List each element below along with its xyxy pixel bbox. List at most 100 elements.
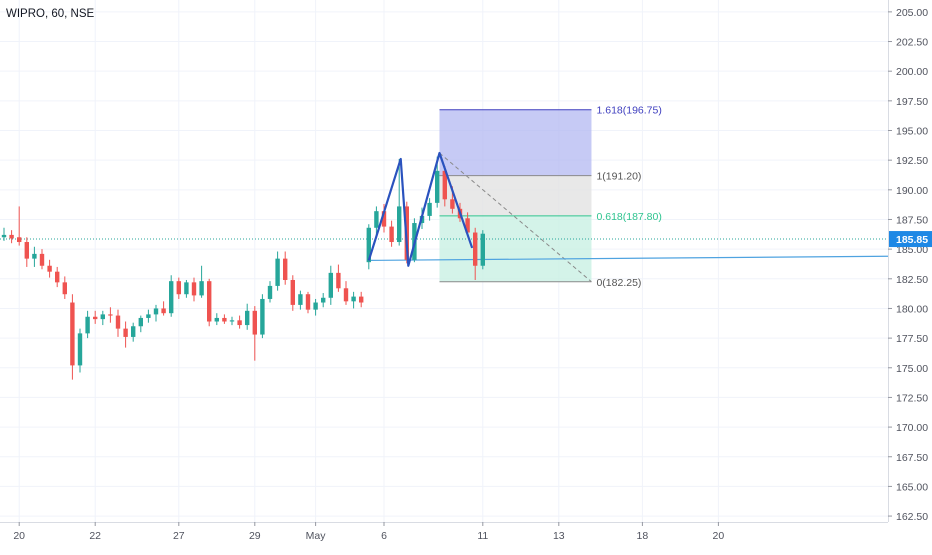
candle-body[interactable] bbox=[283, 258, 288, 280]
fib-level-label: 1(191.20) bbox=[596, 171, 641, 183]
candle-body[interactable] bbox=[199, 281, 204, 296]
candle-body[interactable] bbox=[176, 281, 181, 295]
candle-body[interactable] bbox=[229, 320, 235, 322]
candle-body[interactable] bbox=[381, 211, 387, 227]
price-axis-label: 165.00 bbox=[896, 481, 928, 493]
time-axis-label: 27 bbox=[173, 530, 185, 542]
candle-body[interactable] bbox=[450, 199, 455, 209]
time-axis-label: May bbox=[306, 530, 327, 542]
candle-body[interactable] bbox=[366, 227, 371, 263]
candle-body[interactable] bbox=[328, 272, 333, 298]
price-axis-label: 197.50 bbox=[896, 96, 928, 108]
time-axis-label: 6 bbox=[381, 530, 387, 542]
candle-body[interactable] bbox=[108, 314, 113, 316]
price-axis-label: 175.00 bbox=[896, 363, 928, 375]
candle-body[interactable] bbox=[336, 272, 341, 289]
candle-body[interactable] bbox=[191, 282, 197, 296]
candle-body[interactable] bbox=[245, 310, 250, 326]
fib-diagonal-line[interactable] bbox=[439, 152, 592, 283]
candle-body[interactable] bbox=[169, 281, 174, 314]
candle-body[interactable] bbox=[100, 314, 105, 320]
candle-body[interactable] bbox=[321, 297, 326, 303]
candle-body[interactable] bbox=[389, 226, 394, 243]
candle-body[interactable] bbox=[343, 288, 349, 302]
fib-level-label: 1.618(196.75) bbox=[596, 105, 661, 117]
price-axis-label: 205.00 bbox=[896, 7, 928, 19]
price-axis-label: 177.50 bbox=[896, 333, 928, 345]
time-axis-label: 20 bbox=[13, 530, 25, 542]
price-axis-label: 182.50 bbox=[896, 274, 928, 286]
price-axis-label: 180.00 bbox=[896, 303, 928, 315]
candle-body[interactable] bbox=[275, 258, 280, 286]
candle-body[interactable] bbox=[146, 314, 151, 318]
price-axis-bg bbox=[888, 0, 932, 550]
candle-body[interactable] bbox=[70, 302, 75, 366]
candle-body[interactable] bbox=[9, 234, 14, 239]
time-axis-label: 29 bbox=[249, 530, 261, 542]
time-axis-label: 13 bbox=[553, 530, 565, 542]
last-price-label: 185.85 bbox=[896, 234, 928, 246]
candle-body[interactable] bbox=[290, 279, 295, 305]
candle-body[interactable] bbox=[24, 242, 29, 259]
candle-body[interactable] bbox=[207, 281, 212, 322]
candle-body[interactable] bbox=[252, 310, 257, 335]
candle-body[interactable] bbox=[55, 271, 60, 283]
candle-body[interactable] bbox=[47, 265, 52, 272]
price-axis-label: 167.50 bbox=[896, 452, 928, 464]
pattern-legs[interactable] bbox=[367, 151, 474, 267]
trend-line[interactable] bbox=[368, 255, 889, 262]
price-axis-label: 190.00 bbox=[896, 185, 928, 197]
candle-body[interactable] bbox=[473, 232, 478, 266]
candle-body[interactable] bbox=[131, 326, 136, 337]
candle-body[interactable] bbox=[298, 294, 303, 305]
candle-body[interactable] bbox=[1, 234, 7, 238]
candle-body[interactable] bbox=[93, 316, 98, 320]
fib-level-label: 0(182.25) bbox=[596, 277, 641, 289]
price-axis-label: 162.50 bbox=[896, 511, 928, 523]
price-axis-label: 187.50 bbox=[896, 214, 928, 226]
candle-body[interactable] bbox=[267, 285, 273, 299]
candle-body[interactable] bbox=[359, 296, 364, 303]
candle-body[interactable] bbox=[222, 317, 227, 322]
fib-zone-lower bbox=[439, 215, 592, 282]
candle-body[interactable] bbox=[85, 316, 90, 334]
candle-body[interactable] bbox=[313, 302, 318, 310]
candle-body[interactable] bbox=[153, 308, 159, 315]
candle-body[interactable] bbox=[32, 253, 37, 259]
candle-body[interactable] bbox=[214, 317, 219, 322]
price-axis-label: 200.00 bbox=[896, 66, 928, 78]
candle-body[interactable] bbox=[260, 298, 265, 335]
fib-zone-middle bbox=[439, 175, 592, 216]
time-axis-label: 22 bbox=[89, 530, 101, 542]
candle-body[interactable] bbox=[17, 237, 22, 243]
last-price-tag bbox=[889, 231, 932, 248]
candle-body[interactable] bbox=[39, 253, 45, 266]
price-axis-label: 202.50 bbox=[896, 37, 928, 49]
candle-body[interactable] bbox=[305, 294, 311, 310]
price-axis-label: 192.50 bbox=[896, 155, 928, 167]
fib-zone-upper bbox=[439, 109, 592, 176]
time-axis-bg bbox=[0, 522, 932, 550]
candle-body[interactable] bbox=[138, 317, 143, 327]
candle-body[interactable] bbox=[435, 170, 440, 203]
candle-body[interactable] bbox=[465, 218, 470, 233]
candle-body[interactable] bbox=[115, 315, 121, 329]
candle-body[interactable] bbox=[442, 170, 447, 200]
candle-body[interactable] bbox=[480, 233, 485, 266]
time-axis-label: 11 bbox=[477, 530, 488, 542]
candle-body[interactable] bbox=[397, 206, 402, 243]
candle-body[interactable] bbox=[184, 282, 189, 295]
candle-body[interactable] bbox=[123, 328, 128, 337]
symbol-title: WIPRO, 60, NSE bbox=[6, 8, 95, 20]
candle-body[interactable] bbox=[62, 282, 67, 295]
candle-body[interactable] bbox=[77, 333, 83, 366]
candle-body[interactable] bbox=[374, 211, 379, 228]
price-axis-label: 195.00 bbox=[896, 126, 928, 138]
price-axis-label: 172.50 bbox=[896, 392, 928, 404]
candle-body[interactable] bbox=[161, 308, 166, 314]
candle-body[interactable] bbox=[351, 296, 356, 302]
candle-body[interactable] bbox=[427, 202, 432, 216]
candle-body[interactable] bbox=[237, 320, 242, 326]
